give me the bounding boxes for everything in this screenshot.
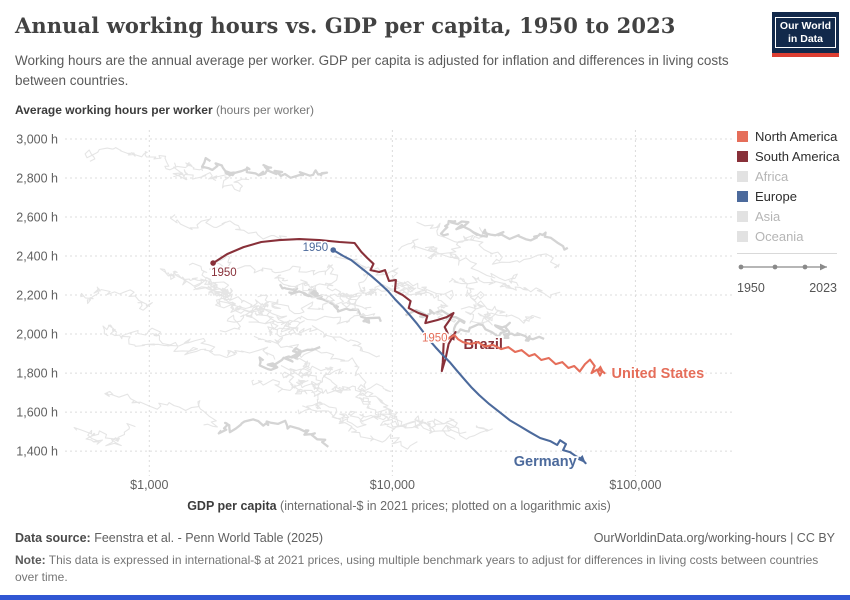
timeline-end-year[interactable]: 2023 xyxy=(809,281,837,295)
x-axis-title: GDP per capita (international-$ in 2021 … xyxy=(187,499,611,513)
y-tick: 3,000 h xyxy=(16,133,58,147)
legend-swatch xyxy=(737,131,748,142)
timeline-years: 1950 2023 xyxy=(737,281,837,295)
y-tick: 2,600 h xyxy=(16,211,58,225)
united-states-line[interactable] xyxy=(443,333,606,377)
y-axis-title: Average working hours per worker (hours … xyxy=(15,103,314,117)
series-united-states: 1950 United States xyxy=(420,331,706,384)
legend-swatch xyxy=(737,231,748,242)
legend-divider xyxy=(737,253,837,254)
x-tick: $100,000 xyxy=(609,478,661,492)
y-tick: 1,600 h xyxy=(16,406,58,420)
y-tick: 2,800 h xyxy=(16,172,58,186)
gridlines xyxy=(65,130,733,476)
chart-subtitle: Working hours are the annual average per… xyxy=(15,53,729,88)
data-source: Data source: Feenstra et al. - Penn Worl… xyxy=(15,531,324,545)
germany-start-dot xyxy=(330,247,337,253)
axis-tick-labels: 1,400 h 1,600 h 1,800 h 2,000 h 2,200 h 2,400… xyxy=(16,133,661,492)
legend-item-europe[interactable]: Europe xyxy=(737,189,837,204)
legend-item-label: Europe xyxy=(755,189,797,204)
bottom-accent-bar xyxy=(0,595,850,600)
page-title: Annual working hours vs. GDP per capita,… xyxy=(15,13,676,38)
legend-swatch xyxy=(737,191,748,202)
legend-item-oceania[interactable]: Oceania xyxy=(737,229,837,244)
y-tick: 1,800 h xyxy=(16,367,58,381)
germany-year-label: 1950 xyxy=(303,242,329,254)
footer: Data source: Feenstra et al. - Penn Worl… xyxy=(15,531,835,545)
owid-link[interactable]: OurWorldinData.org/working-hours | CC BY xyxy=(593,531,835,545)
legend-item-label: Oceania xyxy=(755,229,804,244)
united-states-label[interactable]: United States xyxy=(610,364,706,384)
legend-item-africa[interactable]: Africa xyxy=(737,169,837,184)
legend-swatch xyxy=(737,211,748,222)
series-germany: 1950 Germany xyxy=(301,240,587,472)
legend-item-north-america[interactable]: North America xyxy=(737,129,837,144)
legend: North America South America Africa Europe As… xyxy=(737,129,840,295)
legend-swatch xyxy=(737,171,748,182)
x-tick: $10,000 xyxy=(370,478,415,492)
brazil-start-dot xyxy=(210,260,216,266)
timeline-slider[interactable] xyxy=(737,260,837,274)
legend-swatch xyxy=(737,151,748,162)
legend-item-label: South America xyxy=(755,149,840,164)
legend-item-south-america[interactable]: South America xyxy=(737,149,840,164)
united-states-start-dot xyxy=(441,337,448,344)
background-country-lines xyxy=(73,147,569,450)
line-end-arrow xyxy=(596,365,605,374)
timeline-start-year[interactable]: 1950 xyxy=(737,281,765,295)
legend-item-asia[interactable]: Asia xyxy=(737,209,837,224)
y-tick: 2,200 h xyxy=(16,289,58,303)
y-tick: 2,400 h xyxy=(16,250,58,264)
x-tick: $1,000 xyxy=(130,478,168,492)
germany-line[interactable] xyxy=(332,248,587,465)
united-states-year-label: 1950 xyxy=(422,332,448,344)
y-tick: 1,400 h xyxy=(16,445,58,459)
legend-items: North America South America Africa Europe As… xyxy=(737,129,840,244)
owid-logo[interactable]: Our World in Data xyxy=(772,12,839,57)
legend-item-label: Africa xyxy=(755,169,789,184)
germany-label[interactable]: Germany xyxy=(512,452,578,472)
legend-item-label: Asia xyxy=(755,209,781,224)
y-tick: 2,000 h xyxy=(16,328,58,342)
owid-logo-text: Our World in Data xyxy=(774,16,837,49)
legend-item-label: North America xyxy=(755,129,838,144)
brazil-year-label: 1950 xyxy=(211,267,237,279)
line-end-arrow xyxy=(577,455,586,464)
footnote: Note: This data is expressed in internat… xyxy=(15,553,819,584)
